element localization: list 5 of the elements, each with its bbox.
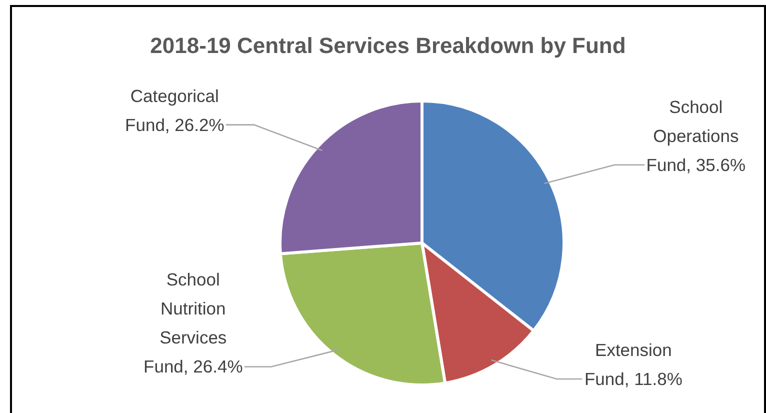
- chart-title: 2018-19 Central Services Breakdown by Fund: [149, 33, 627, 59]
- slice-label: Extension Fund, 11.8%: [584, 340, 682, 390]
- slice-label: School Operations Fund, 35.6%: [646, 96, 746, 175]
- slice-label: Categorical Fund, 26.2%: [125, 86, 224, 135]
- slice-label: School Nutrition Services Fund, 26.4%: [144, 270, 243, 377]
